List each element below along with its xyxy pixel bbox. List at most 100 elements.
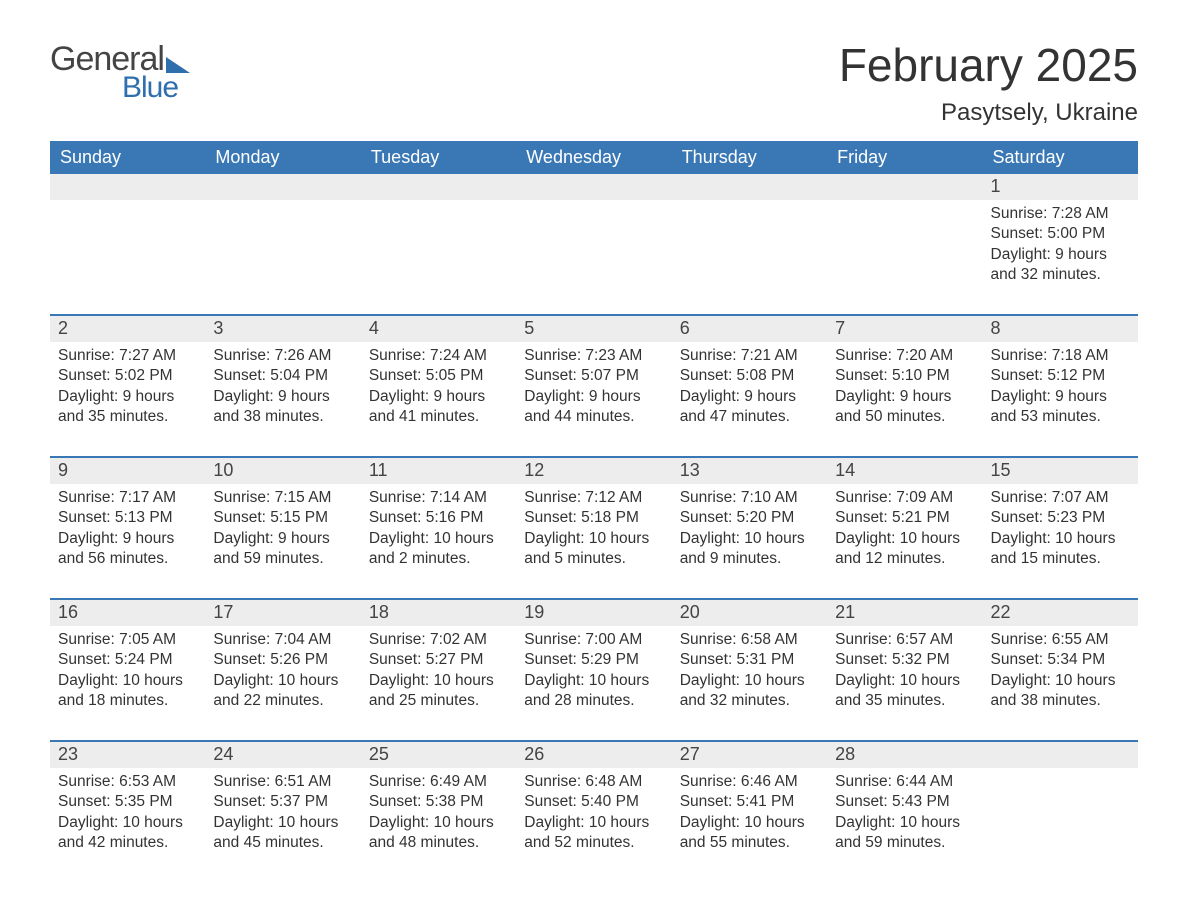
day-number: 3 — [205, 316, 360, 342]
day-number: 20 — [672, 600, 827, 626]
dow-wednesday: Wednesday — [516, 141, 671, 174]
day-number: 18 — [361, 600, 516, 626]
day-cell: 22Sunrise: 6:55 AMSunset: 5:34 PMDayligh… — [983, 600, 1138, 728]
sunset-text: Sunset: 5:43 PM — [835, 792, 974, 812]
day-details: Sunrise: 7:21 AMSunset: 5:08 PMDaylight:… — [672, 342, 827, 434]
dow-sunday: Sunday — [50, 141, 205, 174]
day-number: 12 — [516, 458, 671, 484]
dow-tuesday: Tuesday — [361, 141, 516, 174]
sunset-text: Sunset: 5:04 PM — [213, 366, 352, 386]
day-cell: 25Sunrise: 6:49 AMSunset: 5:38 PMDayligh… — [361, 742, 516, 870]
day-details: Sunrise: 7:07 AMSunset: 5:23 PMDaylight:… — [983, 484, 1138, 576]
day-cell: 24Sunrise: 6:51 AMSunset: 5:37 PMDayligh… — [205, 742, 360, 870]
day-details: Sunrise: 7:12 AMSunset: 5:18 PMDaylight:… — [516, 484, 671, 576]
day-cell: 10Sunrise: 7:15 AMSunset: 5:15 PMDayligh… — [205, 458, 360, 586]
day-cell: 3Sunrise: 7:26 AMSunset: 5:04 PMDaylight… — [205, 316, 360, 444]
daylight-text: Daylight: 9 hours and 38 minutes. — [213, 387, 352, 428]
sunrise-text: Sunrise: 7:00 AM — [524, 630, 663, 650]
sunrise-text: Sunrise: 6:49 AM — [369, 772, 508, 792]
day-cell: 7Sunrise: 7:20 AMSunset: 5:10 PMDaylight… — [827, 316, 982, 444]
day-cell: 18Sunrise: 7:02 AMSunset: 5:27 PMDayligh… — [361, 600, 516, 728]
sunrise-text: Sunrise: 6:55 AM — [991, 630, 1130, 650]
day-details: Sunrise: 7:20 AMSunset: 5:10 PMDaylight:… — [827, 342, 982, 434]
day-number — [983, 742, 1138, 768]
day-cell: 13Sunrise: 7:10 AMSunset: 5:20 PMDayligh… — [672, 458, 827, 586]
sunrise-text: Sunrise: 6:46 AM — [680, 772, 819, 792]
sunrise-text: Sunrise: 7:12 AM — [524, 488, 663, 508]
day-details: Sunrise: 7:15 AMSunset: 5:15 PMDaylight:… — [205, 484, 360, 576]
day-number — [50, 174, 205, 200]
day-cell: 28Sunrise: 6:44 AMSunset: 5:43 PMDayligh… — [827, 742, 982, 870]
location-label: Pasytsely, Ukraine — [839, 99, 1138, 127]
sunrise-text: Sunrise: 7:23 AM — [524, 346, 663, 366]
week-row: 2Sunrise: 7:27 AMSunset: 5:02 PMDaylight… — [50, 314, 1138, 444]
day-number: 7 — [827, 316, 982, 342]
daylight-text: Daylight: 10 hours and 12 minutes. — [835, 529, 974, 570]
day-number: 11 — [361, 458, 516, 484]
day-cell: 2Sunrise: 7:27 AMSunset: 5:02 PMDaylight… — [50, 316, 205, 444]
day-details: Sunrise: 6:53 AMSunset: 5:35 PMDaylight:… — [50, 768, 205, 860]
day-cell: 21Sunrise: 6:57 AMSunset: 5:32 PMDayligh… — [827, 600, 982, 728]
daylight-text: Daylight: 10 hours and 5 minutes. — [524, 529, 663, 570]
sunrise-text: Sunrise: 7:20 AM — [835, 346, 974, 366]
day-details: Sunrise: 6:44 AMSunset: 5:43 PMDaylight:… — [827, 768, 982, 860]
sunset-text: Sunset: 5:29 PM — [524, 650, 663, 670]
daylight-text: Daylight: 10 hours and 18 minutes. — [58, 671, 197, 712]
day-cell: 6Sunrise: 7:21 AMSunset: 5:08 PMDaylight… — [672, 316, 827, 444]
day-number: 1 — [983, 174, 1138, 200]
sunrise-text: Sunrise: 7:28 AM — [991, 204, 1130, 224]
day-cell: 5Sunrise: 7:23 AMSunset: 5:07 PMDaylight… — [516, 316, 671, 444]
dow-thursday: Thursday — [672, 141, 827, 174]
sunrise-text: Sunrise: 7:27 AM — [58, 346, 197, 366]
daylight-text: Daylight: 10 hours and 35 minutes. — [835, 671, 974, 712]
daylight-text: Daylight: 9 hours and 44 minutes. — [524, 387, 663, 428]
day-cell: 23Sunrise: 6:53 AMSunset: 5:35 PMDayligh… — [50, 742, 205, 870]
day-cell: 19Sunrise: 7:00 AMSunset: 5:29 PMDayligh… — [516, 600, 671, 728]
day-details: Sunrise: 7:04 AMSunset: 5:26 PMDaylight:… — [205, 626, 360, 718]
daylight-text: Daylight: 9 hours and 32 minutes. — [991, 245, 1130, 286]
day-number: 21 — [827, 600, 982, 626]
day-number: 17 — [205, 600, 360, 626]
day-cell: 8Sunrise: 7:18 AMSunset: 5:12 PMDaylight… — [983, 316, 1138, 444]
header: General Blue February 2025 Pasytsely, Uk… — [50, 40, 1138, 127]
day-number — [361, 174, 516, 200]
daylight-text: Daylight: 10 hours and 55 minutes. — [680, 813, 819, 854]
dow-friday: Friday — [827, 141, 982, 174]
day-details: Sunrise: 7:27 AMSunset: 5:02 PMDaylight:… — [50, 342, 205, 434]
sunrise-text: Sunrise: 6:53 AM — [58, 772, 197, 792]
day-number: 4 — [361, 316, 516, 342]
day-number: 27 — [672, 742, 827, 768]
daylight-text: Daylight: 10 hours and 59 minutes. — [835, 813, 974, 854]
week-row: 23Sunrise: 6:53 AMSunset: 5:35 PMDayligh… — [50, 740, 1138, 870]
daylight-text: Daylight: 10 hours and 2 minutes. — [369, 529, 508, 570]
day-number — [827, 174, 982, 200]
day-details: Sunrise: 7:26 AMSunset: 5:04 PMDaylight:… — [205, 342, 360, 434]
sunset-text: Sunset: 5:02 PM — [58, 366, 197, 386]
brand-logo: General Blue — [50, 40, 190, 105]
sunset-text: Sunset: 5:26 PM — [213, 650, 352, 670]
sunrise-text: Sunrise: 7:24 AM — [369, 346, 508, 366]
daylight-text: Daylight: 10 hours and 42 minutes. — [58, 813, 197, 854]
day-details: Sunrise: 7:05 AMSunset: 5:24 PMDaylight:… — [50, 626, 205, 718]
sunset-text: Sunset: 5:15 PM — [213, 508, 352, 528]
day-cell: 27Sunrise: 6:46 AMSunset: 5:41 PMDayligh… — [672, 742, 827, 870]
daylight-text: Daylight: 9 hours and 35 minutes. — [58, 387, 197, 428]
day-cell — [361, 174, 516, 302]
sunset-text: Sunset: 5:38 PM — [369, 792, 508, 812]
daylight-text: Daylight: 10 hours and 48 minutes. — [369, 813, 508, 854]
day-number: 28 — [827, 742, 982, 768]
sunrise-text: Sunrise: 6:51 AM — [213, 772, 352, 792]
week-row: 9Sunrise: 7:17 AMSunset: 5:13 PMDaylight… — [50, 456, 1138, 586]
sunset-text: Sunset: 5:40 PM — [524, 792, 663, 812]
day-details: Sunrise: 7:14 AMSunset: 5:16 PMDaylight:… — [361, 484, 516, 576]
sunset-text: Sunset: 5:21 PM — [835, 508, 974, 528]
sunset-text: Sunset: 5:10 PM — [835, 366, 974, 386]
day-cell — [516, 174, 671, 302]
day-cell — [983, 742, 1138, 870]
day-details: Sunrise: 6:49 AMSunset: 5:38 PMDaylight:… — [361, 768, 516, 860]
day-cell: 4Sunrise: 7:24 AMSunset: 5:05 PMDaylight… — [361, 316, 516, 444]
calendar-page: General Blue February 2025 Pasytsely, Uk… — [0, 0, 1188, 910]
day-number — [205, 174, 360, 200]
day-number — [672, 174, 827, 200]
day-number — [516, 174, 671, 200]
